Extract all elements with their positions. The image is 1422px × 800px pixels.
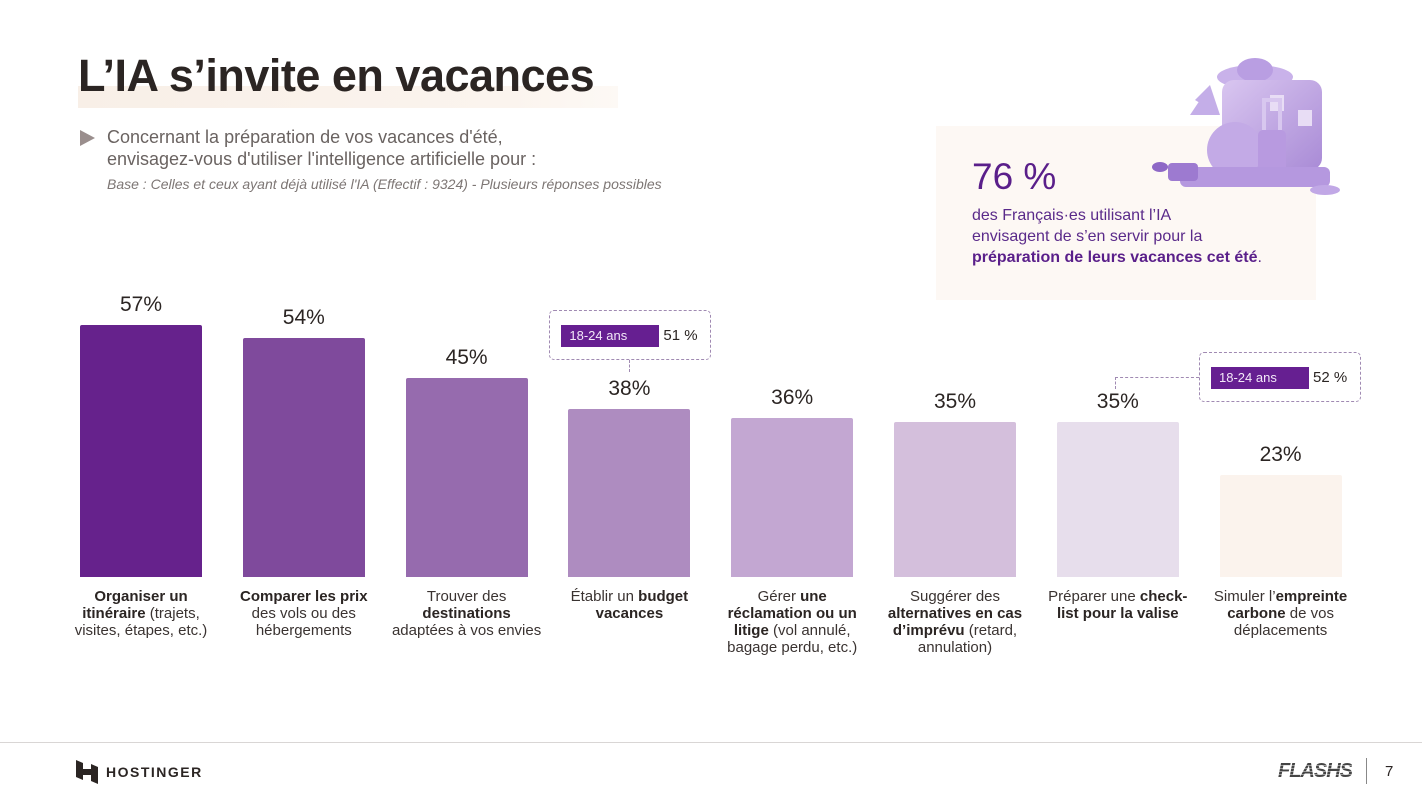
bar-value-label: 36% xyxy=(771,385,814,409)
segment-tag: 18-24 ans xyxy=(1211,367,1309,389)
category-label: Établir un budget vacances xyxy=(570,588,689,622)
hostinger-h-icon xyxy=(76,760,98,784)
flashs-logo: FLASHS xyxy=(1278,760,1353,782)
play-arrow-icon xyxy=(80,130,95,146)
bar-value-label: 23% xyxy=(1259,443,1302,467)
segment-tag: 18-24 ans xyxy=(561,325,660,347)
key-stat-text: des Français·es utilisant l’IA envisagen… xyxy=(972,205,1312,268)
bar-value-label: 38% xyxy=(608,377,651,401)
footer-divider xyxy=(0,742,1422,743)
segment-value: 52 % xyxy=(1313,369,1348,386)
bar-value-label: 35% xyxy=(933,390,977,414)
bar-value-label: 54% xyxy=(282,306,325,330)
bar-value-label: 35% xyxy=(1096,390,1139,414)
callout-connector xyxy=(1114,377,1116,389)
bar-2 xyxy=(242,338,365,577)
key-stat-percent: 76 % xyxy=(972,156,1057,197)
key-stat-line-2: envisagent de s’en servir pour la xyxy=(972,228,1203,245)
bar-3 xyxy=(405,378,528,577)
bar-value-label: 45% xyxy=(445,346,488,370)
bar-6 xyxy=(894,422,1016,577)
category-label: Gérer une réclamation ou un litige (vol … xyxy=(727,588,858,656)
hostinger-logo: HOSTINGER xyxy=(76,760,203,784)
bar-4 xyxy=(568,409,691,577)
bar-1 xyxy=(80,325,202,577)
bar-8 xyxy=(1219,475,1342,577)
key-stat-end: . xyxy=(1257,249,1262,266)
category-label: Suggérer des alternatives en cas d’impré… xyxy=(887,588,1023,656)
category-label: Préparer une check-list pour la valise xyxy=(1048,588,1188,622)
question-text: Concernant la préparation de vos vacance… xyxy=(107,126,707,170)
category-label: Simuler l’empreinte carbone de vos dépla… xyxy=(1213,588,1348,639)
brand-name: HOSTINGER xyxy=(106,764,203,780)
bar-5 xyxy=(731,417,854,577)
key-stat-line-3: préparation de leurs vacances cet été. xyxy=(972,247,1312,268)
page-number: 7 xyxy=(1385,763,1394,780)
segment-callout: 18-24 ans 52 % xyxy=(1199,352,1361,402)
callout-connector xyxy=(629,360,631,372)
question-line-1: Concernant la préparation de vos vacance… xyxy=(107,127,503,147)
category-label: Trouver des destinations adaptées à vos … xyxy=(391,588,542,639)
category-label: Organiser un itinéraire (trajets, visite… xyxy=(74,588,208,639)
segment-value: 51 % xyxy=(663,327,698,344)
suitcase-illustration-icon xyxy=(1152,58,1340,195)
segment-callout: 18-24 ans 51 % xyxy=(549,310,712,360)
title-highlight xyxy=(78,86,618,108)
title-block: L’IA s’invite en vacances xyxy=(78,48,618,108)
footer-separator xyxy=(1366,758,1367,784)
key-stat-bold: préparation de leurs vacances cet été xyxy=(972,249,1258,266)
bar-7 xyxy=(1056,422,1179,577)
key-stat-line-1: des Français·es utilisant l’IA xyxy=(972,207,1172,224)
category-label: Comparer les prix des vols ou des héberg… xyxy=(240,588,368,639)
callout-connector xyxy=(1114,377,1199,378)
page-title: L’IA s’invite en vacances xyxy=(78,50,595,101)
base-note: Base : Celles et ceux ayant déjà utilisé… xyxy=(107,176,662,192)
bar-value-label: 57% xyxy=(119,293,163,317)
question-line-2: envisagez-vous d'utiliser l'intelligence… xyxy=(107,149,537,169)
